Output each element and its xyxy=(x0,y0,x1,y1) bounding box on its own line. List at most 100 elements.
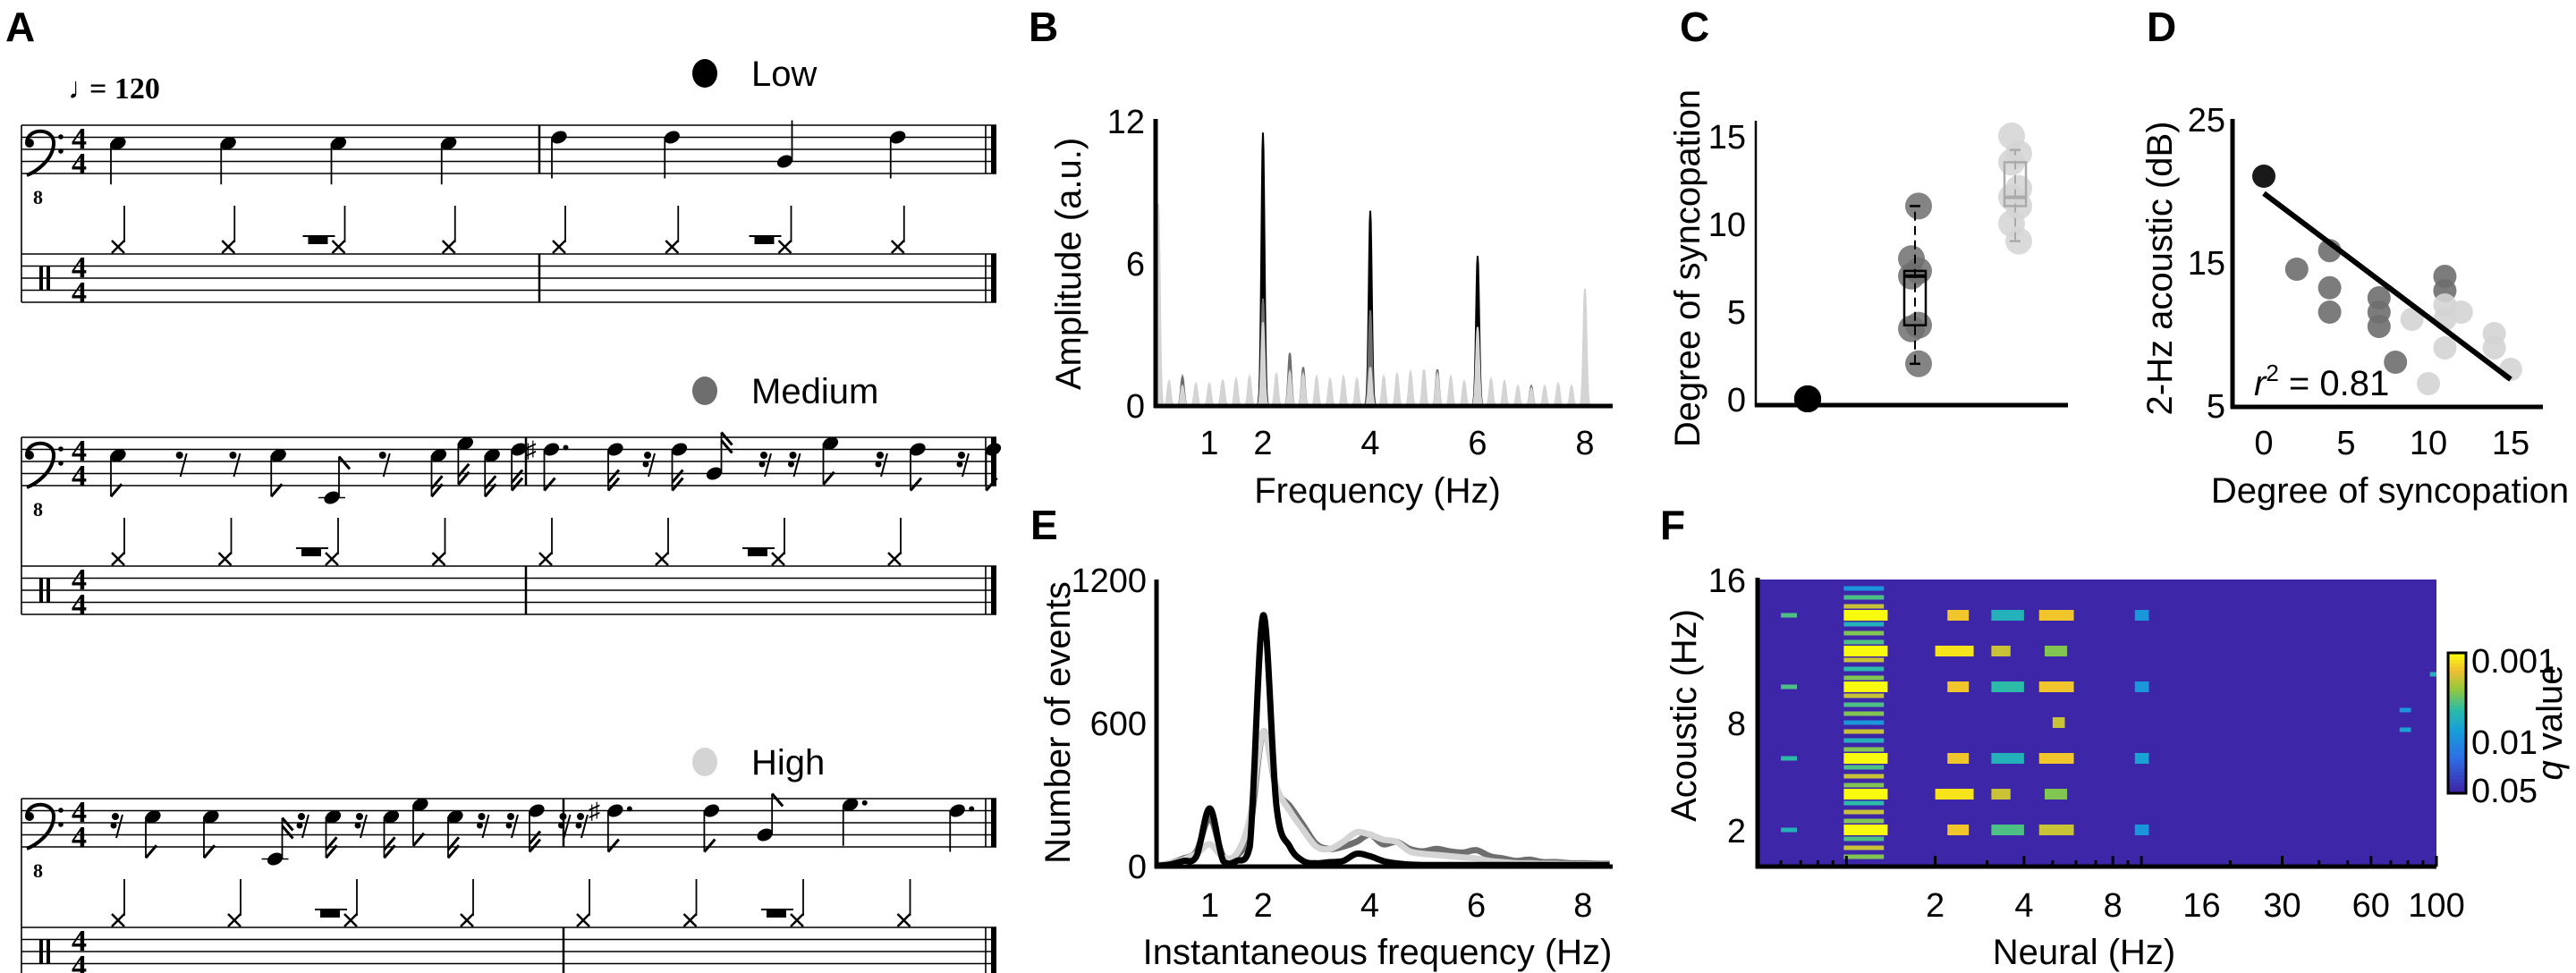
f-xtick-label: 100 xyxy=(2408,887,2464,925)
heatmap-cell xyxy=(1935,646,1974,656)
rest-stroke xyxy=(301,814,309,839)
rest-icon xyxy=(477,822,483,829)
colorbar-swatch xyxy=(2449,708,2465,714)
note-flag xyxy=(510,477,524,492)
rest-icon xyxy=(644,452,651,459)
heatmap-cell xyxy=(1843,774,1885,779)
note-flag xyxy=(484,483,497,498)
drum-x-notehead xyxy=(896,913,911,927)
bass-clef-dot xyxy=(58,134,64,140)
note-flag xyxy=(430,483,444,498)
heatmap-cell xyxy=(1843,729,1885,734)
bass-clef-icon xyxy=(25,802,55,850)
notehead xyxy=(145,810,161,824)
heatmap-cell xyxy=(1843,800,1885,806)
time-signature-bottom: 4 xyxy=(72,460,87,493)
legend-label-high: High xyxy=(751,743,825,783)
heatmap-cell xyxy=(2044,789,2068,800)
d-point-low xyxy=(2252,165,2275,188)
c-box xyxy=(2003,161,2028,207)
octave-mark: 8 xyxy=(33,859,43,882)
heatmap-cell xyxy=(1843,818,1885,824)
rest-icon xyxy=(112,813,119,820)
notehead xyxy=(843,798,859,811)
heatmap-cell xyxy=(1991,610,2024,621)
colorbar-swatch xyxy=(2449,705,2465,710)
d-point-medium xyxy=(2318,300,2342,324)
f-xtick-label: 16 xyxy=(2182,887,2220,925)
heatmap-cell xyxy=(2038,825,2074,835)
note-flag xyxy=(528,838,542,853)
percussion-clef-icon xyxy=(39,940,43,963)
f-xtick-label: 2 xyxy=(1926,887,1945,925)
time-signature-bottom: 4 xyxy=(72,588,87,622)
bass-clef-icon xyxy=(25,129,55,177)
heatmap-cell xyxy=(1843,622,1885,627)
b-ytick-label: 12 xyxy=(1107,104,1145,141)
colorbar-swatch xyxy=(2449,666,2465,672)
heatmap-cell xyxy=(1843,610,1888,621)
colorbar-tick-label: 0.01 xyxy=(2471,724,2538,762)
augmentation-dot xyxy=(861,800,868,806)
d-ytick-label: 15 xyxy=(2188,245,2225,283)
heatmap-cell xyxy=(2038,681,2074,692)
colorbar-label: q value xyxy=(2530,665,2570,781)
colorbar-swatch xyxy=(2449,754,2465,759)
rest-icon xyxy=(296,822,303,829)
note-flag xyxy=(457,470,470,486)
e-xlabel: Instantaneous frequency (Hz) xyxy=(1143,933,1613,972)
colorbar-swatch xyxy=(2449,757,2465,763)
note-flag xyxy=(720,439,733,454)
rest-stroke xyxy=(360,814,368,839)
drum-x-notehead xyxy=(227,913,242,927)
c-point-medium xyxy=(1898,245,1925,273)
heatmap-cell xyxy=(1947,681,1970,692)
f-ytick-label: 8 xyxy=(1727,706,1746,743)
heatmap-cell xyxy=(1843,681,1888,692)
rest-stroke xyxy=(563,814,572,839)
drum-x-notehead xyxy=(538,552,553,566)
colorbar-swatch xyxy=(2449,761,2465,766)
octave-mark: 8 xyxy=(33,498,43,520)
colorbar-swatch xyxy=(2449,712,2465,717)
heatmap-cell xyxy=(1843,675,1885,681)
note-flag xyxy=(383,836,396,851)
drum-x-notehead xyxy=(665,240,680,254)
note-flag xyxy=(909,477,923,492)
colorbar-swatch xyxy=(2449,730,2465,735)
note-flag xyxy=(606,838,620,853)
chart-e-histogram: 0 600 1200 1 2 4 6 8 xyxy=(1071,563,1613,925)
heatmap-cell xyxy=(1843,639,1885,645)
d-r2-annotation: r2 = 0.81 xyxy=(2254,360,2389,403)
b-ylabel: Amplitude (a.u.) xyxy=(1049,138,1089,390)
heatmap-cell xyxy=(1843,738,1885,743)
e-series-medium xyxy=(1156,728,1610,869)
heatmap-cell xyxy=(1843,854,1885,859)
heatmap-cell xyxy=(1991,753,2024,764)
rest-icon xyxy=(956,461,963,468)
heatmap-cell xyxy=(1843,789,1888,800)
note-flag xyxy=(202,844,216,859)
drum-accent-mark xyxy=(301,548,321,556)
augmentation-dot xyxy=(969,806,975,812)
notehead xyxy=(447,810,463,824)
notehead xyxy=(203,810,219,824)
b-xtick-label: 8 xyxy=(1575,425,1594,462)
rest-stroke xyxy=(179,453,188,478)
drum-x-notehead xyxy=(343,913,358,927)
r2-value: = 0.81 xyxy=(2279,364,2389,403)
drum-accent-mark xyxy=(320,910,340,918)
colorbar-swatch xyxy=(2449,677,2465,682)
e-series-low xyxy=(1156,612,1610,869)
colorbar-swatch xyxy=(2449,673,2465,679)
colorbar-swatch xyxy=(2449,670,2465,675)
c-point-low xyxy=(1794,385,1821,412)
heatmap-cell xyxy=(1843,825,1888,835)
note-flag xyxy=(337,455,352,470)
r2-symbol: r xyxy=(2254,364,2267,403)
time-signature-top: 4 xyxy=(72,925,87,958)
drum-x-notehead xyxy=(331,240,346,254)
d-xtick-label: 10 xyxy=(2410,425,2447,462)
heatmap-cell xyxy=(2044,646,2068,656)
